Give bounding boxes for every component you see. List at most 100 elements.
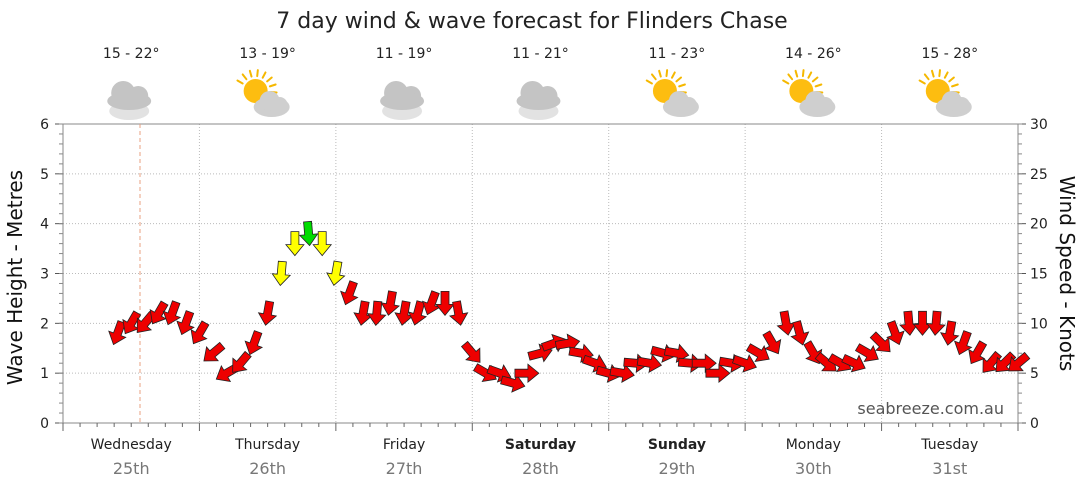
temperature-label: 15 - 28° <box>921 46 978 62</box>
wind-arrow <box>380 290 400 316</box>
wind-arrow <box>162 300 182 326</box>
wind-arrow <box>340 280 359 306</box>
sun-ray <box>943 71 949 79</box>
wind-arrow <box>149 300 169 325</box>
y-tick-label-right: 20 <box>1030 217 1048 233</box>
temperature-label: 11 - 23° <box>649 46 706 62</box>
sun-ray <box>645 79 653 85</box>
sun-ray <box>675 76 683 83</box>
sun-ray <box>807 71 813 79</box>
wind-arrow <box>953 330 973 356</box>
wind-arrow <box>203 341 226 362</box>
wind-arrow <box>636 353 663 373</box>
temperature-row: 15 - 22° 13 - 19° 11 - 19° 11 - 21° 11 - 23°… <box>103 46 978 62</box>
wind-arrow <box>691 353 717 374</box>
site-credit: seabreeze.com.au <box>857 399 1004 418</box>
wind-arrow <box>762 330 782 355</box>
y-tick-label-right: 10 <box>1030 316 1048 332</box>
cloud-part <box>107 92 152 110</box>
wind-arrow <box>285 231 305 257</box>
sun-ray <box>923 73 930 81</box>
day-labels: Wednesday 25th Thursday 26th Friday 27th Satur… <box>91 437 979 478</box>
temperature-label: 15 - 22° <box>103 46 160 62</box>
sun-ray <box>658 69 662 78</box>
sun-ray <box>814 83 823 88</box>
weather-icon-row <box>107 69 972 120</box>
wind-arrow <box>790 320 810 346</box>
axis-ticks: 0 1 2 3 4 5 6 0 5 10 15 20 25 30 <box>40 117 1048 432</box>
sun-ray <box>938 69 941 78</box>
y-tick-label-right: 5 <box>1030 366 1039 382</box>
sun-ray <box>678 83 686 88</box>
y-tick-label-left: 3 <box>40 267 49 283</box>
wind-arrow <box>899 310 919 336</box>
day-name-label: Thursday <box>234 437 300 453</box>
y-tick-label-right: 15 <box>1030 267 1048 283</box>
wind-arrow <box>460 340 481 363</box>
wind-arrow <box>940 320 960 346</box>
sun-ray <box>787 73 794 81</box>
day-date-label: 26th <box>249 459 286 478</box>
wind-arrow <box>926 310 946 336</box>
wind-arrow <box>408 300 428 326</box>
wind-arrow <box>449 300 469 326</box>
y-tick-label-left: 0 <box>40 416 49 432</box>
wind-arrow <box>232 350 252 373</box>
sun-ray <box>801 69 805 78</box>
chart-title: 7 day wind & wave forecast for Flinders … <box>276 9 787 34</box>
wind-arrow <box>257 300 278 326</box>
sun-ray <box>650 73 657 81</box>
day-date-label: 25th <box>113 459 150 478</box>
sun-ray <box>241 73 248 81</box>
wind-arrow <box>271 260 292 287</box>
partly-sunny-icon <box>782 69 836 117</box>
cloudy-icon <box>380 81 425 120</box>
cloud-part <box>516 92 561 110</box>
sun-ray <box>266 76 273 83</box>
wind-arrow <box>176 310 195 336</box>
cloud-part <box>271 97 288 113</box>
y-axis-label-right: Wind Speed - Knots <box>1055 176 1079 372</box>
partly-sunny-icon <box>918 69 972 117</box>
y-tick-label-left: 6 <box>40 117 49 133</box>
day-date-label: 28th <box>522 459 559 478</box>
temperature-label: 14 - 26° <box>785 46 842 62</box>
sun-ray <box>948 76 955 83</box>
sun-ray <box>811 76 819 83</box>
sun-ray <box>248 69 253 78</box>
wind-arrow <box>353 300 373 326</box>
sun-ray <box>261 71 267 79</box>
day-name-label: Friday <box>383 437 425 453</box>
day-date-label: 27th <box>386 459 423 478</box>
y-tick-label-left: 1 <box>40 366 49 382</box>
y-tick-label-right: 25 <box>1030 167 1048 183</box>
wind-arrow <box>244 330 264 356</box>
day-date-label: 30th <box>795 459 832 478</box>
partly-sunny-icon <box>236 69 290 117</box>
wind-arrow <box>731 354 757 373</box>
wind-arrow <box>312 231 333 257</box>
day-name-label: Sunday <box>648 437 706 453</box>
day-name-label: Wednesday <box>91 437 172 453</box>
sun-ray <box>670 71 676 79</box>
y-tick-label-left: 4 <box>40 217 49 233</box>
sun-ray <box>782 79 790 85</box>
cloud-part <box>817 97 834 113</box>
day-name-label: Monday <box>786 437 841 453</box>
wind-arrow-series <box>108 220 1031 393</box>
wind-arrow <box>108 320 127 346</box>
cloud-part <box>680 97 697 113</box>
sun-ray <box>794 69 799 78</box>
y-axis-label-left: Wave Height - Metres <box>3 170 27 385</box>
temperature-label: 13 - 19° <box>239 46 296 62</box>
grid <box>63 124 1018 423</box>
cloud-part <box>953 97 970 113</box>
day-date-label: 29th <box>659 459 696 478</box>
sun-ray <box>918 79 926 85</box>
day-name-label: Tuesday <box>920 437 978 453</box>
wind-arrow <box>514 363 540 384</box>
wind-arrow <box>841 353 866 373</box>
temperature-label: 11 - 21° <box>512 46 569 62</box>
sun-ray <box>256 69 259 78</box>
